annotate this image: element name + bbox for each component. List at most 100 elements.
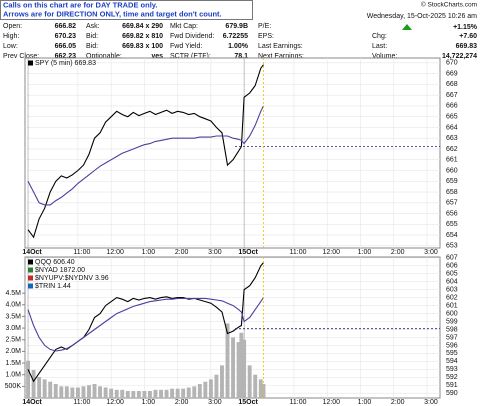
- volume-bar: [120, 389, 125, 398]
- volume-bar: [31, 370, 36, 398]
- y-tick-label: 654: [446, 232, 458, 239]
- volume-bar: [247, 365, 252, 398]
- quote-label: High:: [3, 33, 19, 40]
- y-tick-label: 669: [446, 70, 458, 77]
- y2-tick-label: 2.0M: [5, 348, 21, 355]
- quote-label: SCTR (ETF):: [170, 53, 211, 60]
- x-tick-label: 1:00: [142, 249, 156, 256]
- volume-bar: [197, 384, 202, 398]
- volume-bar: [75, 387, 80, 398]
- y-tick-label: 606: [446, 263, 458, 270]
- quote-value: 1.00%: [228, 43, 249, 50]
- y-tick-label: 668: [446, 81, 458, 88]
- x-tick-label: 12:00: [322, 399, 340, 406]
- y-tick-label: 666: [446, 103, 458, 110]
- y-tick-label: 594: [446, 358, 458, 365]
- volume-bar: [64, 386, 69, 398]
- notice-box: [0, 0, 253, 20]
- y-tick-label: 658: [446, 189, 458, 196]
- quote-label: Fwd Yield:: [170, 43, 202, 50]
- x-tick-label: 12:00: [106, 399, 124, 406]
- quote-label: Mkt Cap:: [170, 23, 198, 30]
- quote-label: Prev Close:: [3, 53, 39, 60]
- quote-value: 669.82 x 810: [122, 33, 163, 40]
- volume-bar: [42, 379, 47, 398]
- notice: Calls on this chart are for DAY TRADE on…: [3, 0, 157, 9]
- quote-label: Next Earnings:: [258, 53, 304, 60]
- quote-label: P/E:: [258, 23, 271, 30]
- y-tick-label: 662: [446, 146, 458, 153]
- y-tick-label: 604: [446, 279, 458, 286]
- x-tick-label: 1:00: [142, 399, 156, 406]
- volume-bar: [208, 379, 213, 398]
- volume-bar: [236, 342, 241, 398]
- y-tick-label: 591: [446, 382, 458, 389]
- y-tick-label: 663: [446, 135, 458, 142]
- y-tick-label: 667: [446, 92, 458, 99]
- volume-bar: [239, 332, 244, 398]
- price-line: [27, 297, 264, 352]
- x-tick-label: 14Oct: [22, 249, 42, 256]
- volume-bar: [164, 389, 169, 398]
- y2-tick-label: 3.5M: [5, 313, 21, 320]
- legend-label: QQQ 606.40: [35, 259, 75, 266]
- volume-bar: [231, 337, 235, 398]
- volume-bar: [87, 385, 91, 398]
- y-tick-label: 665: [446, 114, 458, 121]
- quote-value: +7.60: [459, 33, 477, 40]
- volume-bar: [258, 379, 263, 398]
- volume-bar: [81, 386, 86, 398]
- volume-bar: [261, 384, 266, 398]
- y2-tick-label: 500K: [5, 383, 22, 390]
- quote-label: Chg:: [372, 33, 387, 40]
- volume-bar: [181, 388, 186, 398]
- quote-value: 6.72255: [223, 33, 248, 40]
- y-tick-label: 595: [446, 350, 458, 357]
- x-tick-label: 11:00: [290, 249, 307, 256]
- x-tick-label: 3:00: [208, 249, 222, 256]
- y-tick-label: 660: [446, 167, 458, 174]
- x-tick-label: 1:00: [358, 399, 372, 406]
- legend-swatch: [28, 60, 33, 66]
- volume-bar: [53, 384, 58, 398]
- quote-value: 670.23: [55, 33, 77, 40]
- volume-bar: [114, 389, 119, 398]
- volume-bar: [192, 386, 197, 398]
- volume-bar: [253, 374, 258, 398]
- y-tick-label: 598: [446, 326, 458, 333]
- y-tick-label: 664: [446, 124, 458, 131]
- quote-value: 662.23: [55, 53, 77, 60]
- y-tick-label: 596: [446, 342, 458, 349]
- volume-bar: [142, 391, 147, 398]
- y2-tick-label: 2.5M: [5, 337, 21, 344]
- x-tick-label: 3:00: [424, 399, 438, 406]
- quote-value: 14,722,274: [442, 53, 477, 60]
- quote-label: Optionable:: [86, 53, 122, 60]
- volume-bar: [125, 391, 130, 398]
- y-tick-label: 602: [446, 294, 458, 301]
- quote-label: Volume:: [372, 53, 397, 60]
- up-arrow: [402, 24, 412, 30]
- quote-label: Low:: [3, 43, 18, 50]
- y-tick-label: 599: [446, 318, 458, 325]
- legend-swatch: [28, 259, 33, 265]
- volume-bar: [98, 386, 103, 398]
- volume-bar: [92, 384, 97, 398]
- legend-label: $NYAD 1872.00: [35, 267, 85, 274]
- date: Wednesday, 15-Oct-2025 10:26 am: [367, 13, 477, 20]
- quote-value: yes: [151, 53, 163, 60]
- legend-label: $TRIN 1.44: [35, 283, 71, 290]
- quote-label: Ask:: [86, 23, 100, 30]
- volume-bar: [186, 387, 191, 398]
- volume-bar: [220, 365, 224, 398]
- y2-tick-label: 1.5M: [5, 360, 21, 367]
- legend-swatch: [28, 283, 33, 289]
- volume-bar: [214, 374, 219, 398]
- volume-bar: [109, 388, 114, 398]
- source: © StockCharts.com: [421, 1, 477, 9]
- x-tick-label: 3:00: [424, 249, 438, 256]
- x-tick-label: 2:00: [175, 249, 189, 256]
- y-tick-label: 607: [446, 255, 458, 262]
